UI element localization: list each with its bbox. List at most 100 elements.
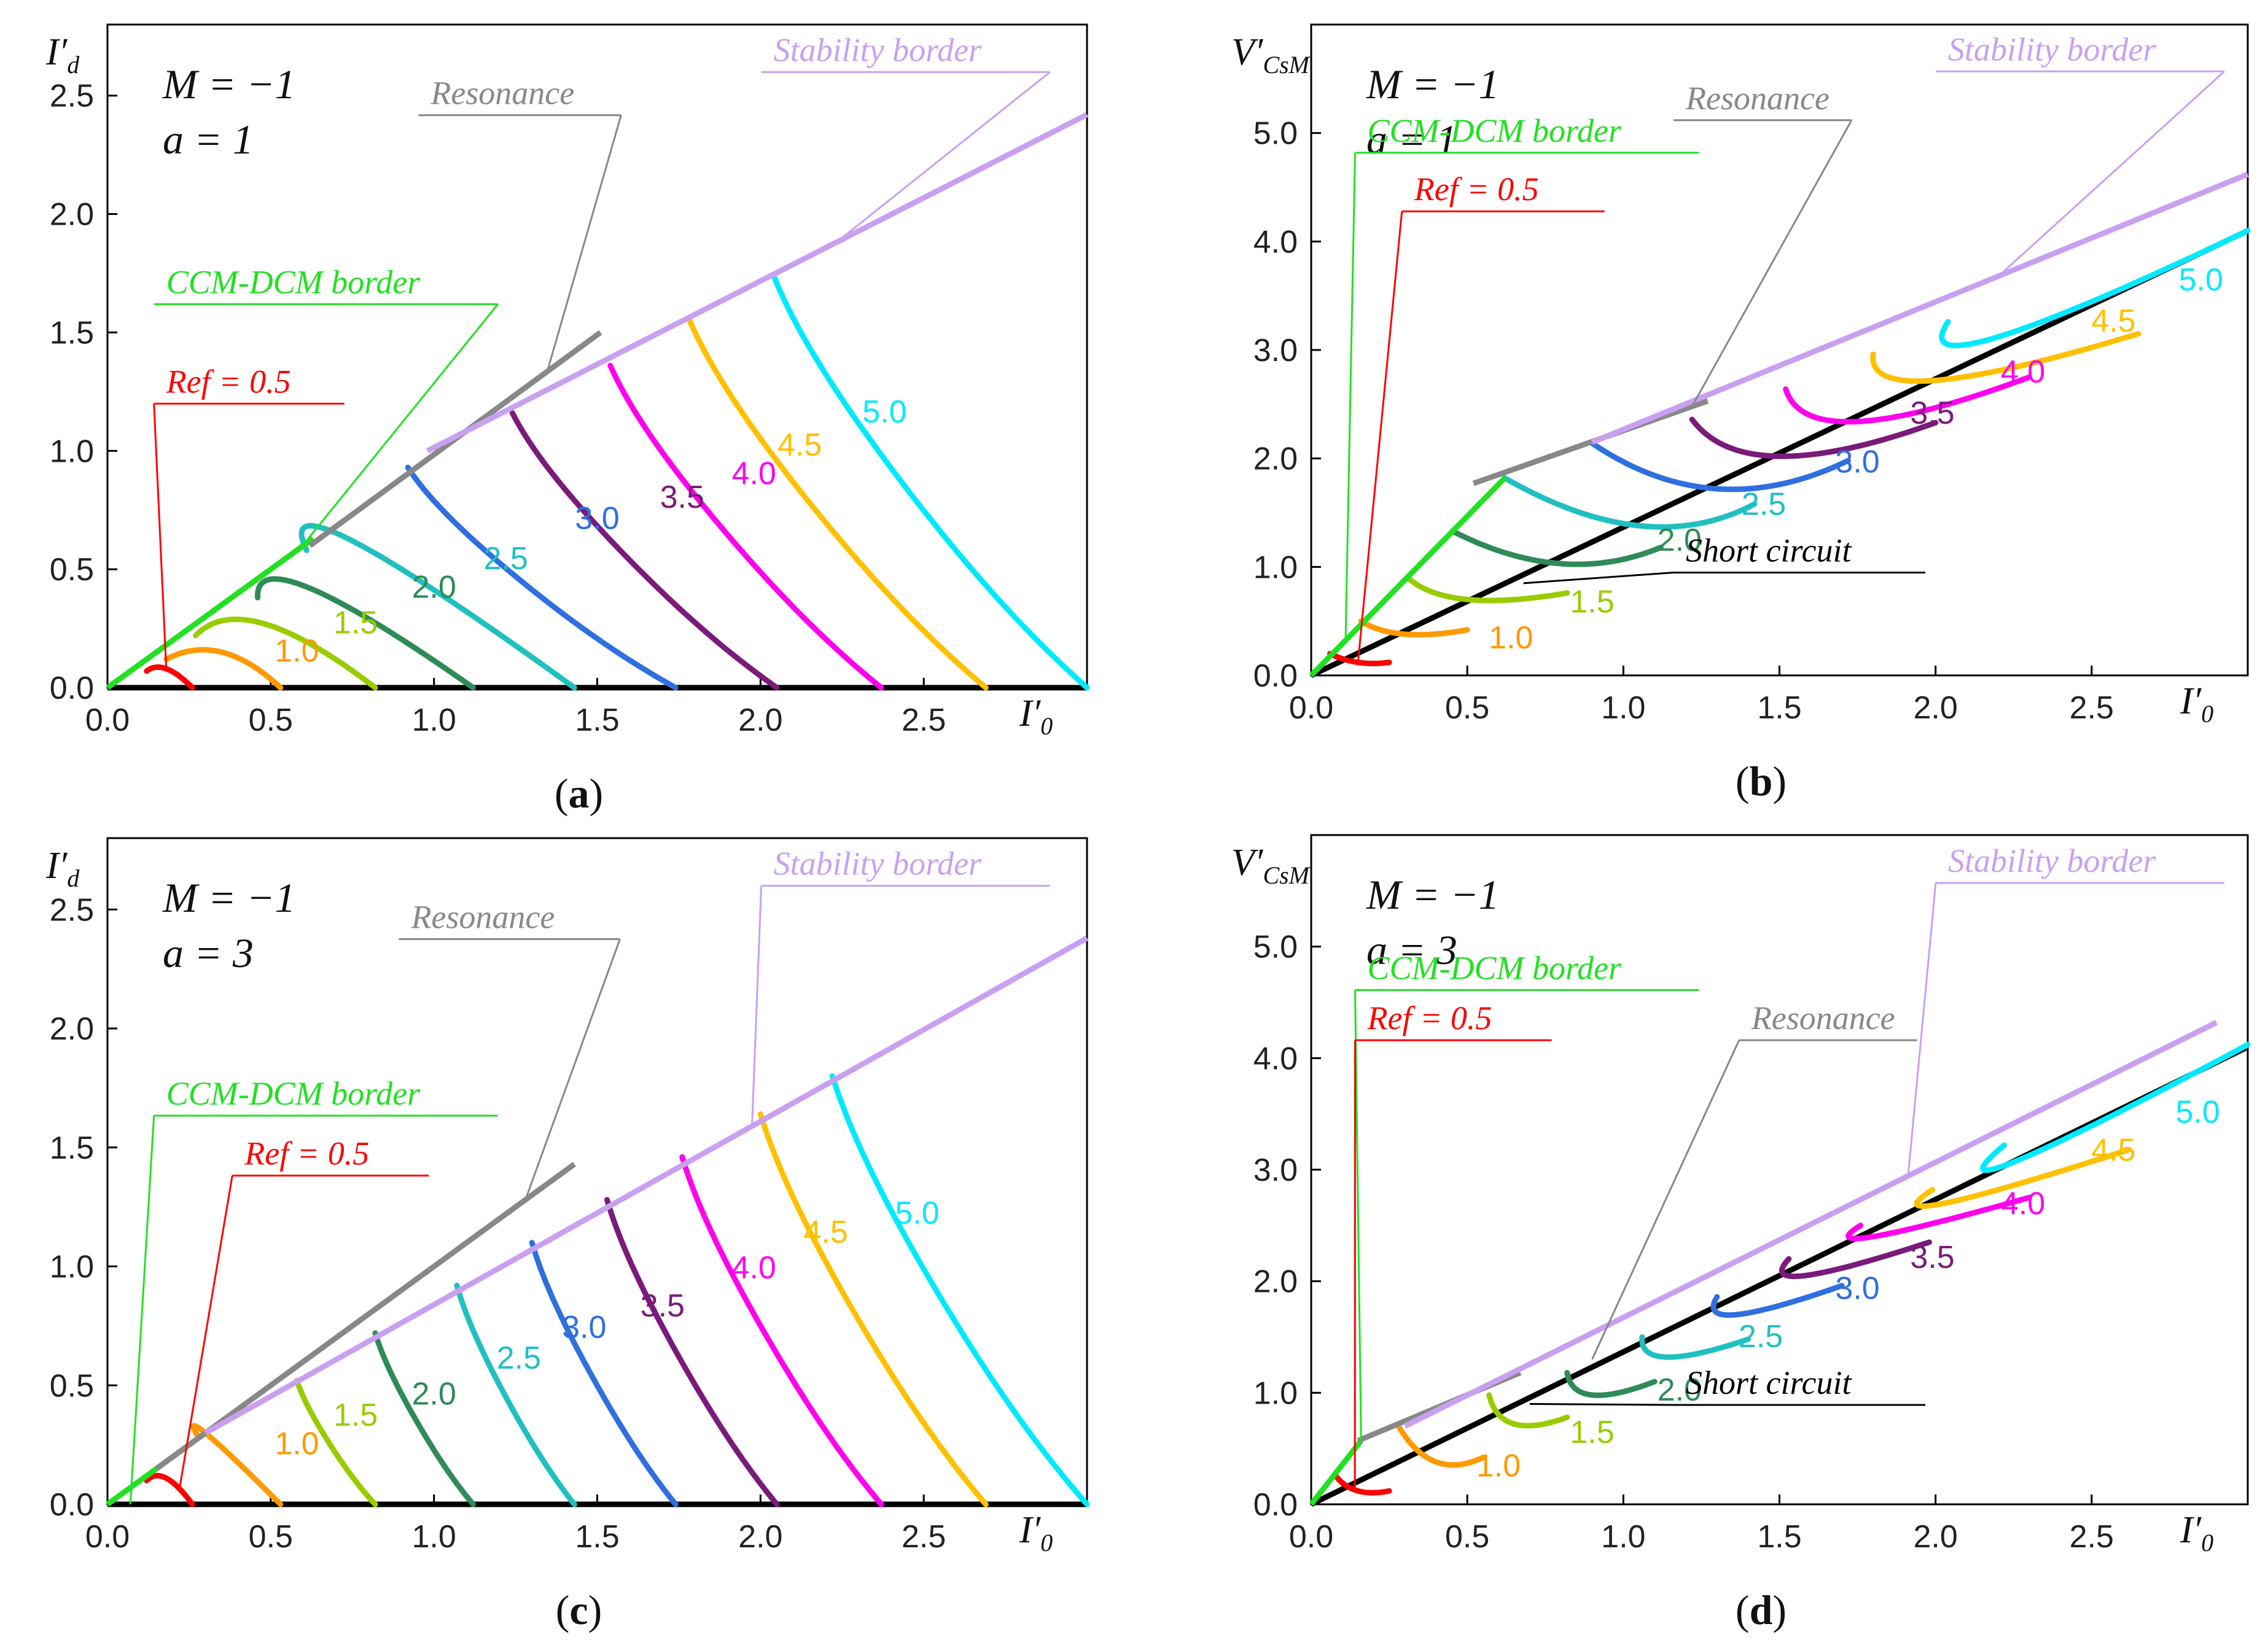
ref-curve-2.0 <box>254 576 476 691</box>
ref-label-4.5: 4.5 <box>777 427 822 463</box>
ref-label-3.5: 3.5 <box>641 1288 685 1324</box>
chart-panel-c: 0.0 0.5 1.0 1.5 2.0 2.50.00.51.01.52.02.5I′dI… <box>45 837 1090 1633</box>
x-tick-label: 1.0 <box>412 1519 456 1555</box>
ccm-callout-label: CCM-DCM border <box>166 263 421 300</box>
y-tick-label: 0.0 <box>1253 1487 1298 1523</box>
stability-callout-label: Stability border <box>1948 842 2156 879</box>
chart-panel-b: 0.0 0.5 1.0 1.5 2.0 2.50.01.02.03.04.05.0V′Cs… <box>1231 23 2251 804</box>
y-axis-label: I′d <box>45 31 80 79</box>
ccm-dcm-border-line <box>1309 476 1507 678</box>
x-tick-label: 2.0 <box>738 702 782 738</box>
param-a: a = 1 <box>163 116 254 163</box>
param-M: M = −1 <box>162 61 295 107</box>
stability-callout-leader <box>835 71 1051 243</box>
y-tick-label: 0.5 <box>50 552 94 588</box>
ref-label-2.0: 2.0 <box>412 1376 456 1412</box>
ref-curve-3.0 <box>529 1240 679 1507</box>
ref-curve-3.5 <box>1779 1239 1932 1280</box>
ref-curve-4.0 <box>607 362 884 691</box>
ref-label-4.0: 4.0 <box>2001 1186 2045 1222</box>
ref-curve-1.5 <box>1486 1392 1570 1429</box>
ref-label-2.5: 2.5 <box>483 541 528 577</box>
ccm-dcm-border-line <box>1309 1439 1363 1506</box>
param-M: M = −1 <box>1366 61 1499 107</box>
x-tick-label: 2.5 <box>902 702 946 738</box>
resonance-callout-leader <box>1591 1040 1740 1360</box>
y-tick-label: 2.5 <box>50 892 94 928</box>
ref-label-3.5: 3.5 <box>1910 1240 1954 1275</box>
ref-curve-3.0 <box>1710 1283 1845 1318</box>
ref-label-3.0: 3.0 <box>575 501 619 537</box>
ref-label-4.0: 4.0 <box>732 1250 776 1286</box>
ref-curve-4.5 <box>1914 1146 2132 1209</box>
x-tick-label: 1.0 <box>412 702 456 738</box>
ref-curve-2.5 <box>454 1283 577 1507</box>
y-tick-label: 1.0 <box>1253 1375 1298 1411</box>
stability-border-line <box>204 935 1089 1436</box>
resonance-callout-leader <box>524 938 621 1200</box>
y-tick-label: 2.0 <box>50 197 94 233</box>
ref-label-4.5: 4.5 <box>2091 1132 2135 1168</box>
short-circuit-callout-label: Short circuit <box>1686 1364 1852 1401</box>
ref-callout-leader <box>178 1175 233 1490</box>
param-a: a = 3 <box>1366 927 1457 973</box>
plot-frame <box>106 23 1088 689</box>
ref-curve-1.5 <box>1405 575 1570 604</box>
ref-label-4.5: 4.5 <box>804 1215 848 1250</box>
ccm-callout-label: CCM-DCM border <box>1368 949 1622 986</box>
resonance-callout-label: Resonance <box>1751 1000 1895 1036</box>
ref-curve-2.0 <box>1452 529 1664 567</box>
ref-curve-5.0 <box>829 1073 1090 1507</box>
ccm-callout-leader <box>296 303 499 554</box>
panel-label: (c) <box>556 1587 602 1633</box>
y-tick-label: 4.0 <box>1253 1041 1298 1076</box>
y-tick-label: 5.0 <box>1253 930 1298 965</box>
ref-curve-1.0 <box>163 647 284 691</box>
panel-label: (b) <box>1736 758 1787 804</box>
x-tick-label: 0.0 <box>85 702 130 738</box>
y-axis-label: I′d <box>45 845 80 892</box>
ccm-callout-label: CCM-DCM border <box>1368 112 1622 149</box>
ccm-callout-label: CCM-DCM border <box>166 1075 421 1112</box>
ccm-callout-leader <box>129 1115 155 1505</box>
ref-label-3.0: 3.0 <box>1835 445 1879 480</box>
ref-label-4.0: 4.0 <box>2001 354 2045 390</box>
ref-label-5.0: 5.0 <box>862 394 906 430</box>
ref-label-2.5: 2.5 <box>497 1340 541 1376</box>
ref-curve-3.0 <box>1589 440 1851 492</box>
ref-label-2.0: 2.0 <box>1658 1372 1702 1408</box>
ref-callout-label: Ref = 0.5 <box>244 1135 369 1172</box>
ref-curve-4.5 <box>1870 331 2141 384</box>
ref-curve-4.0 <box>679 1154 884 1507</box>
x-tick-label: 2.0 <box>1914 1519 1958 1555</box>
resonance-line <box>1472 398 1709 486</box>
x-tick-label: 2.5 <box>2070 1519 2114 1555</box>
short-circuit-callout-leader <box>1523 572 1674 585</box>
ref-curve-3.0 <box>405 464 679 691</box>
y-tick-label: 3.0 <box>1253 1152 1298 1188</box>
ref-curve-0.5 <box>1333 1474 1392 1496</box>
short-circuit-callout-leader <box>1529 1403 1674 1406</box>
ref-curve-1.0 <box>1395 1423 1486 1468</box>
panel-label: (d) <box>1736 1587 1787 1633</box>
stability-border-line <box>1403 1020 2218 1429</box>
x-tick-label: 0.0 <box>1289 1519 1333 1555</box>
resonance-callout-label: Resonance <box>410 898 555 935</box>
y-tick-label: 5.0 <box>1253 116 1298 152</box>
y-tick-label: 0.0 <box>50 670 94 706</box>
ref-label-2.5: 2.5 <box>1742 487 1786 523</box>
param-M: M = −1 <box>162 874 295 921</box>
x-tick-label: 1.5 <box>1757 690 1801 726</box>
ref-label-2.0: 2.0 <box>1658 523 1702 558</box>
panel-label: (a) <box>555 770 603 817</box>
ccm-callout-leader <box>1344 152 1356 643</box>
x-tick-label: 2.5 <box>902 1519 946 1555</box>
ref-label-3.5: 3.5 <box>660 480 704 515</box>
ref-curve-2.0 <box>372 1330 476 1507</box>
ccm-dcm-border-line <box>106 536 315 690</box>
ref-curve-3.5 <box>604 1197 780 1507</box>
ref-curve-3.5 <box>509 410 780 691</box>
ref-curve-4.0 <box>1783 374 2032 425</box>
ccm-callout-leader <box>1354 990 1362 1441</box>
ref-label-1.0: 1.0 <box>275 634 319 669</box>
